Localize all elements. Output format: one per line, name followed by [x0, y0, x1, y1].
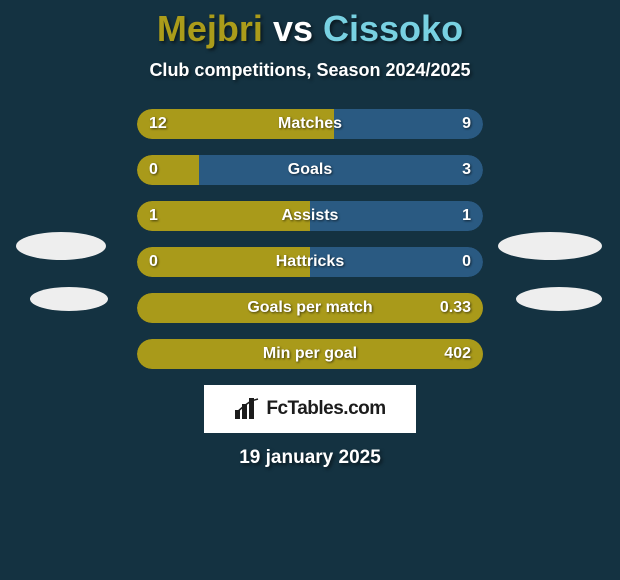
player1-avatar [16, 232, 106, 260]
stat-row: Hattricks0 0 [137, 247, 483, 277]
content-area: Matches129Goals03Assists11Hattricks00Goa… [0, 109, 620, 469]
stat-value-right: 1 [462, 201, 471, 231]
stat-bars-container: Matches129Goals03Assists11Hattricks00Goa… [137, 109, 483, 369]
player2-name: Cissoko [323, 8, 463, 49]
stat-label: Hattricks [137, 247, 483, 277]
stat-row: Matches12 9 [137, 109, 483, 139]
subtitle: Club competitions, Season 2024/2025 [0, 60, 620, 81]
stat-label: Matches [137, 109, 483, 139]
player2-avatar [498, 232, 602, 260]
stat-label: Goals per match [137, 293, 483, 323]
stat-label: Goals [137, 155, 483, 185]
player1-name: Mejbri [157, 8, 263, 49]
stat-label: Assists [137, 201, 483, 231]
player2-avatar-secondary [516, 287, 602, 311]
logo-inner: FcTables.com [234, 398, 385, 420]
stat-row: Assists1 1 [137, 201, 483, 231]
stat-value-right: 402 [444, 339, 471, 369]
date-text: 19 january 2025 [0, 447, 620, 469]
stat-row: Goals per match0.33 [137, 293, 483, 323]
stat-value-left: 0 [149, 155, 158, 185]
stat-value-right: 9 [462, 109, 471, 139]
stat-row: Goals0 3 [137, 155, 483, 185]
player1-avatar-secondary [30, 287, 108, 311]
stat-value-left: 12 [149, 109, 167, 139]
logo-box: FcTables.com [204, 385, 416, 433]
stat-value-right: 3 [462, 155, 471, 185]
stat-row: Min per goal402 [137, 339, 483, 369]
stat-value-right: 0 [462, 247, 471, 277]
stat-value-left: 1 [149, 201, 158, 231]
comparison-title: Mejbri vs Cissoko [0, 0, 620, 50]
stat-label: Min per goal [137, 339, 483, 369]
logo-text: FcTables.com [266, 398, 385, 420]
logo-bars-icon [234, 398, 260, 420]
vs-text: vs [273, 8, 313, 49]
stat-value-left: 0 [149, 247, 158, 277]
stat-value-right: 0.33 [440, 293, 471, 323]
